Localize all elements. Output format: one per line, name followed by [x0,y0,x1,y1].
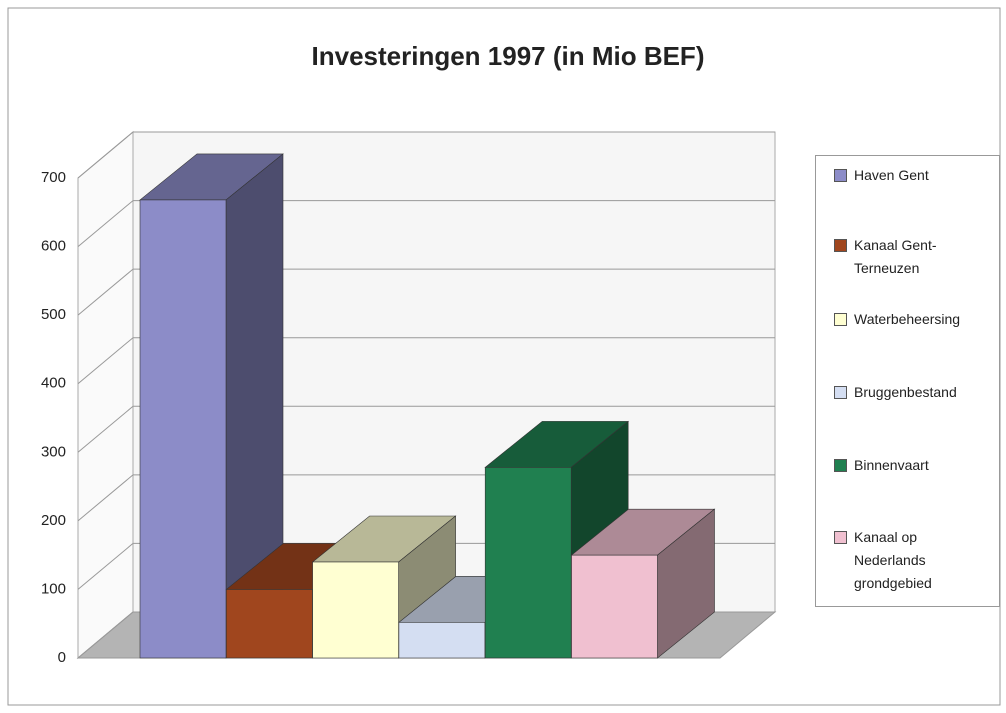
grid-line [77,131,134,179]
grid-line [77,474,134,522]
grid-line [77,200,134,247]
bar [571,554,658,659]
legend-entry: Bruggenbestand [834,381,994,404]
y-tick-label: 500 [41,306,66,323]
y-tick-label: 200 [41,512,66,529]
legend-label: Bruggenbestand [854,384,957,400]
bar [226,589,313,659]
bar [484,467,572,659]
bar [398,622,486,659]
grid-line [77,611,134,659]
legend-label: Kanaal op Nederlands grondgebied [854,529,932,591]
legend-entry: Binnenvaart [834,454,994,477]
bar [139,199,227,659]
legend-entry: Kanaal op Nederlands grondgebied [834,526,994,595]
y-tick-label: 100 [41,580,66,597]
chart-border [7,7,1001,706]
grid-line [77,337,134,385]
y-tick-label: 400 [41,375,66,392]
legend-entry: Waterbeheersing [834,308,994,331]
legend-swatch [834,313,847,326]
y-tick-label: 700 [41,169,66,186]
legend-swatch [834,169,847,182]
y-tick-label: 0 [58,649,66,666]
legend-swatch [834,531,847,544]
legend: Haven Gent Kanaal Gent-Terneuzen Waterbehe… [815,155,1000,607]
y-tick-label: 300 [41,443,66,460]
grid-line [77,543,134,590]
grid-line [77,268,134,316]
legend-label: Haven Gent [854,167,929,183]
legend-label: Kanaal Gent-Terneuzen [854,237,937,276]
bar [312,561,399,659]
chart-title: Investeringen 1997 (in Mio BEF) [312,41,705,71]
legend-label: Waterbeheersing [854,311,961,327]
grid-line [77,405,134,453]
legend-entry: Haven Gent [834,164,994,187]
legend-swatch [834,459,847,472]
legend-swatch [834,386,847,399]
legend-entry: Kanaal Gent-Terneuzen [834,234,994,280]
legend-label: Binnenvaart [854,457,929,473]
side-wall [77,130,134,660]
legend-swatch [834,239,847,252]
y-tick-label: 600 [41,238,66,255]
